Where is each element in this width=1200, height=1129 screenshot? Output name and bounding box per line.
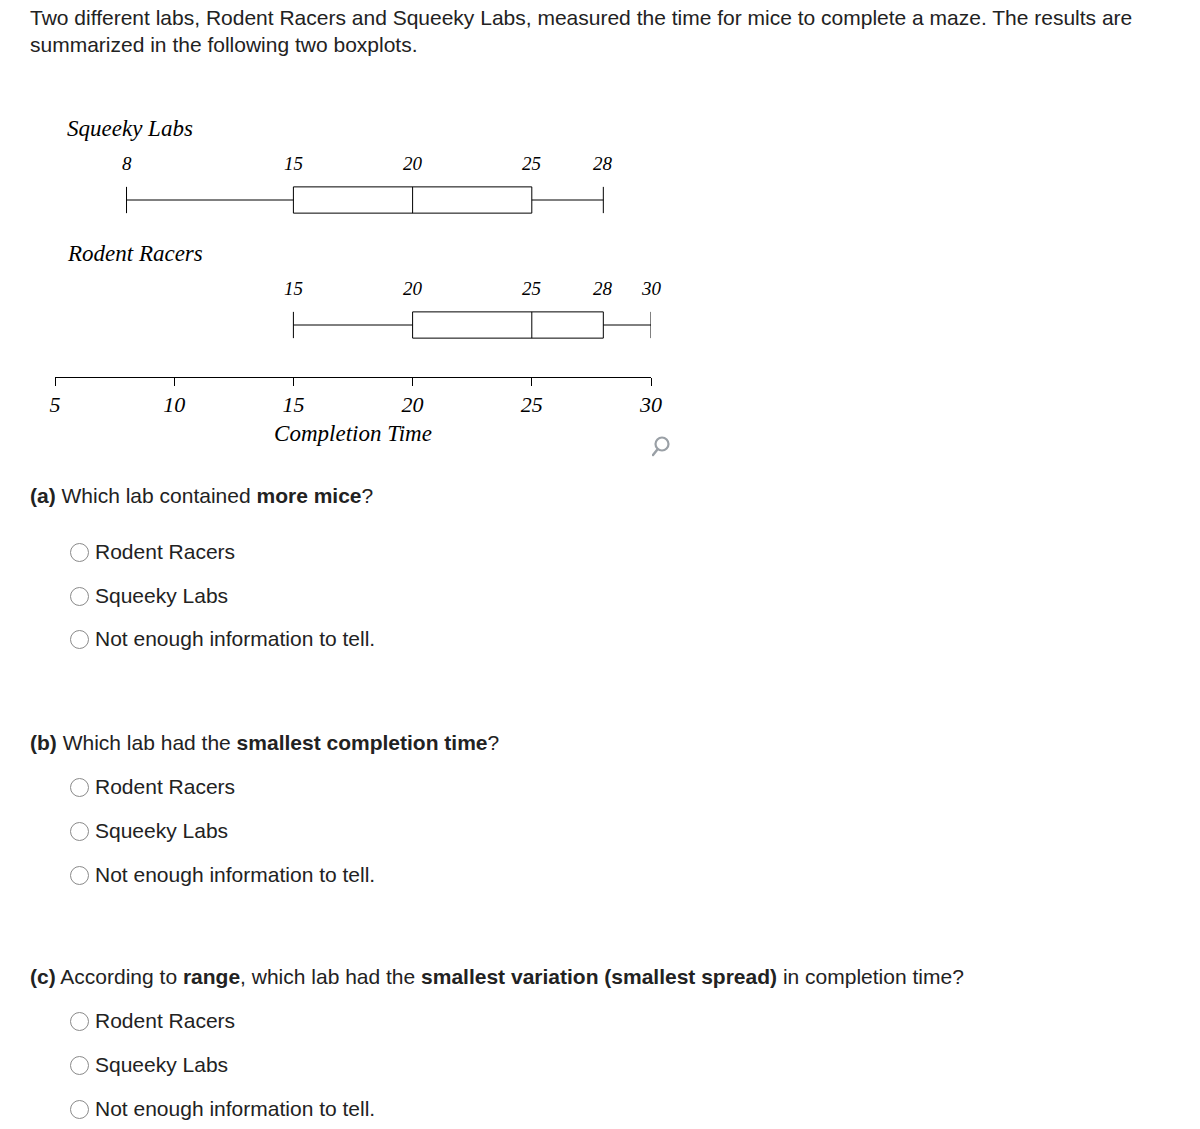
svg-text:28: 28 — [593, 278, 613, 299]
svg-text:Completion Time: Completion Time — [274, 421, 432, 446]
svg-text:10: 10 — [163, 392, 185, 417]
svg-text:8: 8 — [122, 153, 132, 174]
svg-text:30: 30 — [641, 278, 662, 299]
svg-text:28: 28 — [593, 153, 613, 174]
html-text:Rodent Racers: Rodent Racers — [95, 775, 236, 798]
html-text:Two different labs, Rodent Rac: Two different labs, Rodent Racers and Sq… — [30, 6, 1133, 56]
svg-text:Rodent Racers: Rodent Racers — [67, 241, 203, 266]
svg-text:Squeeky Labs: Squeeky Labs — [67, 116, 193, 141]
html-text:Rodent Racers: Rodent Racers — [95, 1009, 236, 1032]
html-text:Squeeky Labs: Squeeky Labs — [95, 1053, 229, 1076]
svg-text:15: 15 — [284, 278, 303, 299]
html-text:Squeeky Labs: Squeeky Labs — [95, 584, 229, 607]
html-text:Not enough information to tell: Not enough information to tell. — [95, 863, 376, 886]
html-text:(c) According to range, which: (c) According to range, which lab had th… — [30, 965, 964, 988]
svg-text:5: 5 — [50, 392, 61, 417]
svg-text:15: 15 — [284, 153, 303, 174]
html-text:Squeeky Labs: Squeeky Labs — [95, 819, 229, 842]
html-text:Not enough information to tell: Not enough information to tell. — [95, 1097, 376, 1120]
svg-text:15: 15 — [282, 392, 304, 417]
svg-text:20: 20 — [403, 153, 423, 174]
html-text:Not enough information to tell: Not enough information to tell. — [95, 627, 376, 650]
html-text:(a) Which lab contained more m: (a) Which lab contained more mice? — [30, 484, 374, 507]
svg-text:20: 20 — [403, 278, 423, 299]
html-text:Rodent Racers: Rodent Racers — [95, 540, 236, 563]
svg-text:20: 20 — [402, 392, 424, 417]
svg-text:25: 25 — [522, 153, 541, 174]
svg-text:25: 25 — [521, 392, 543, 417]
svg-text:25: 25 — [522, 278, 541, 299]
html-text:(b) Which lab had the smallest: (b) Which lab had the smallest completio… — [30, 731, 500, 754]
svg-text:30: 30 — [639, 392, 662, 417]
